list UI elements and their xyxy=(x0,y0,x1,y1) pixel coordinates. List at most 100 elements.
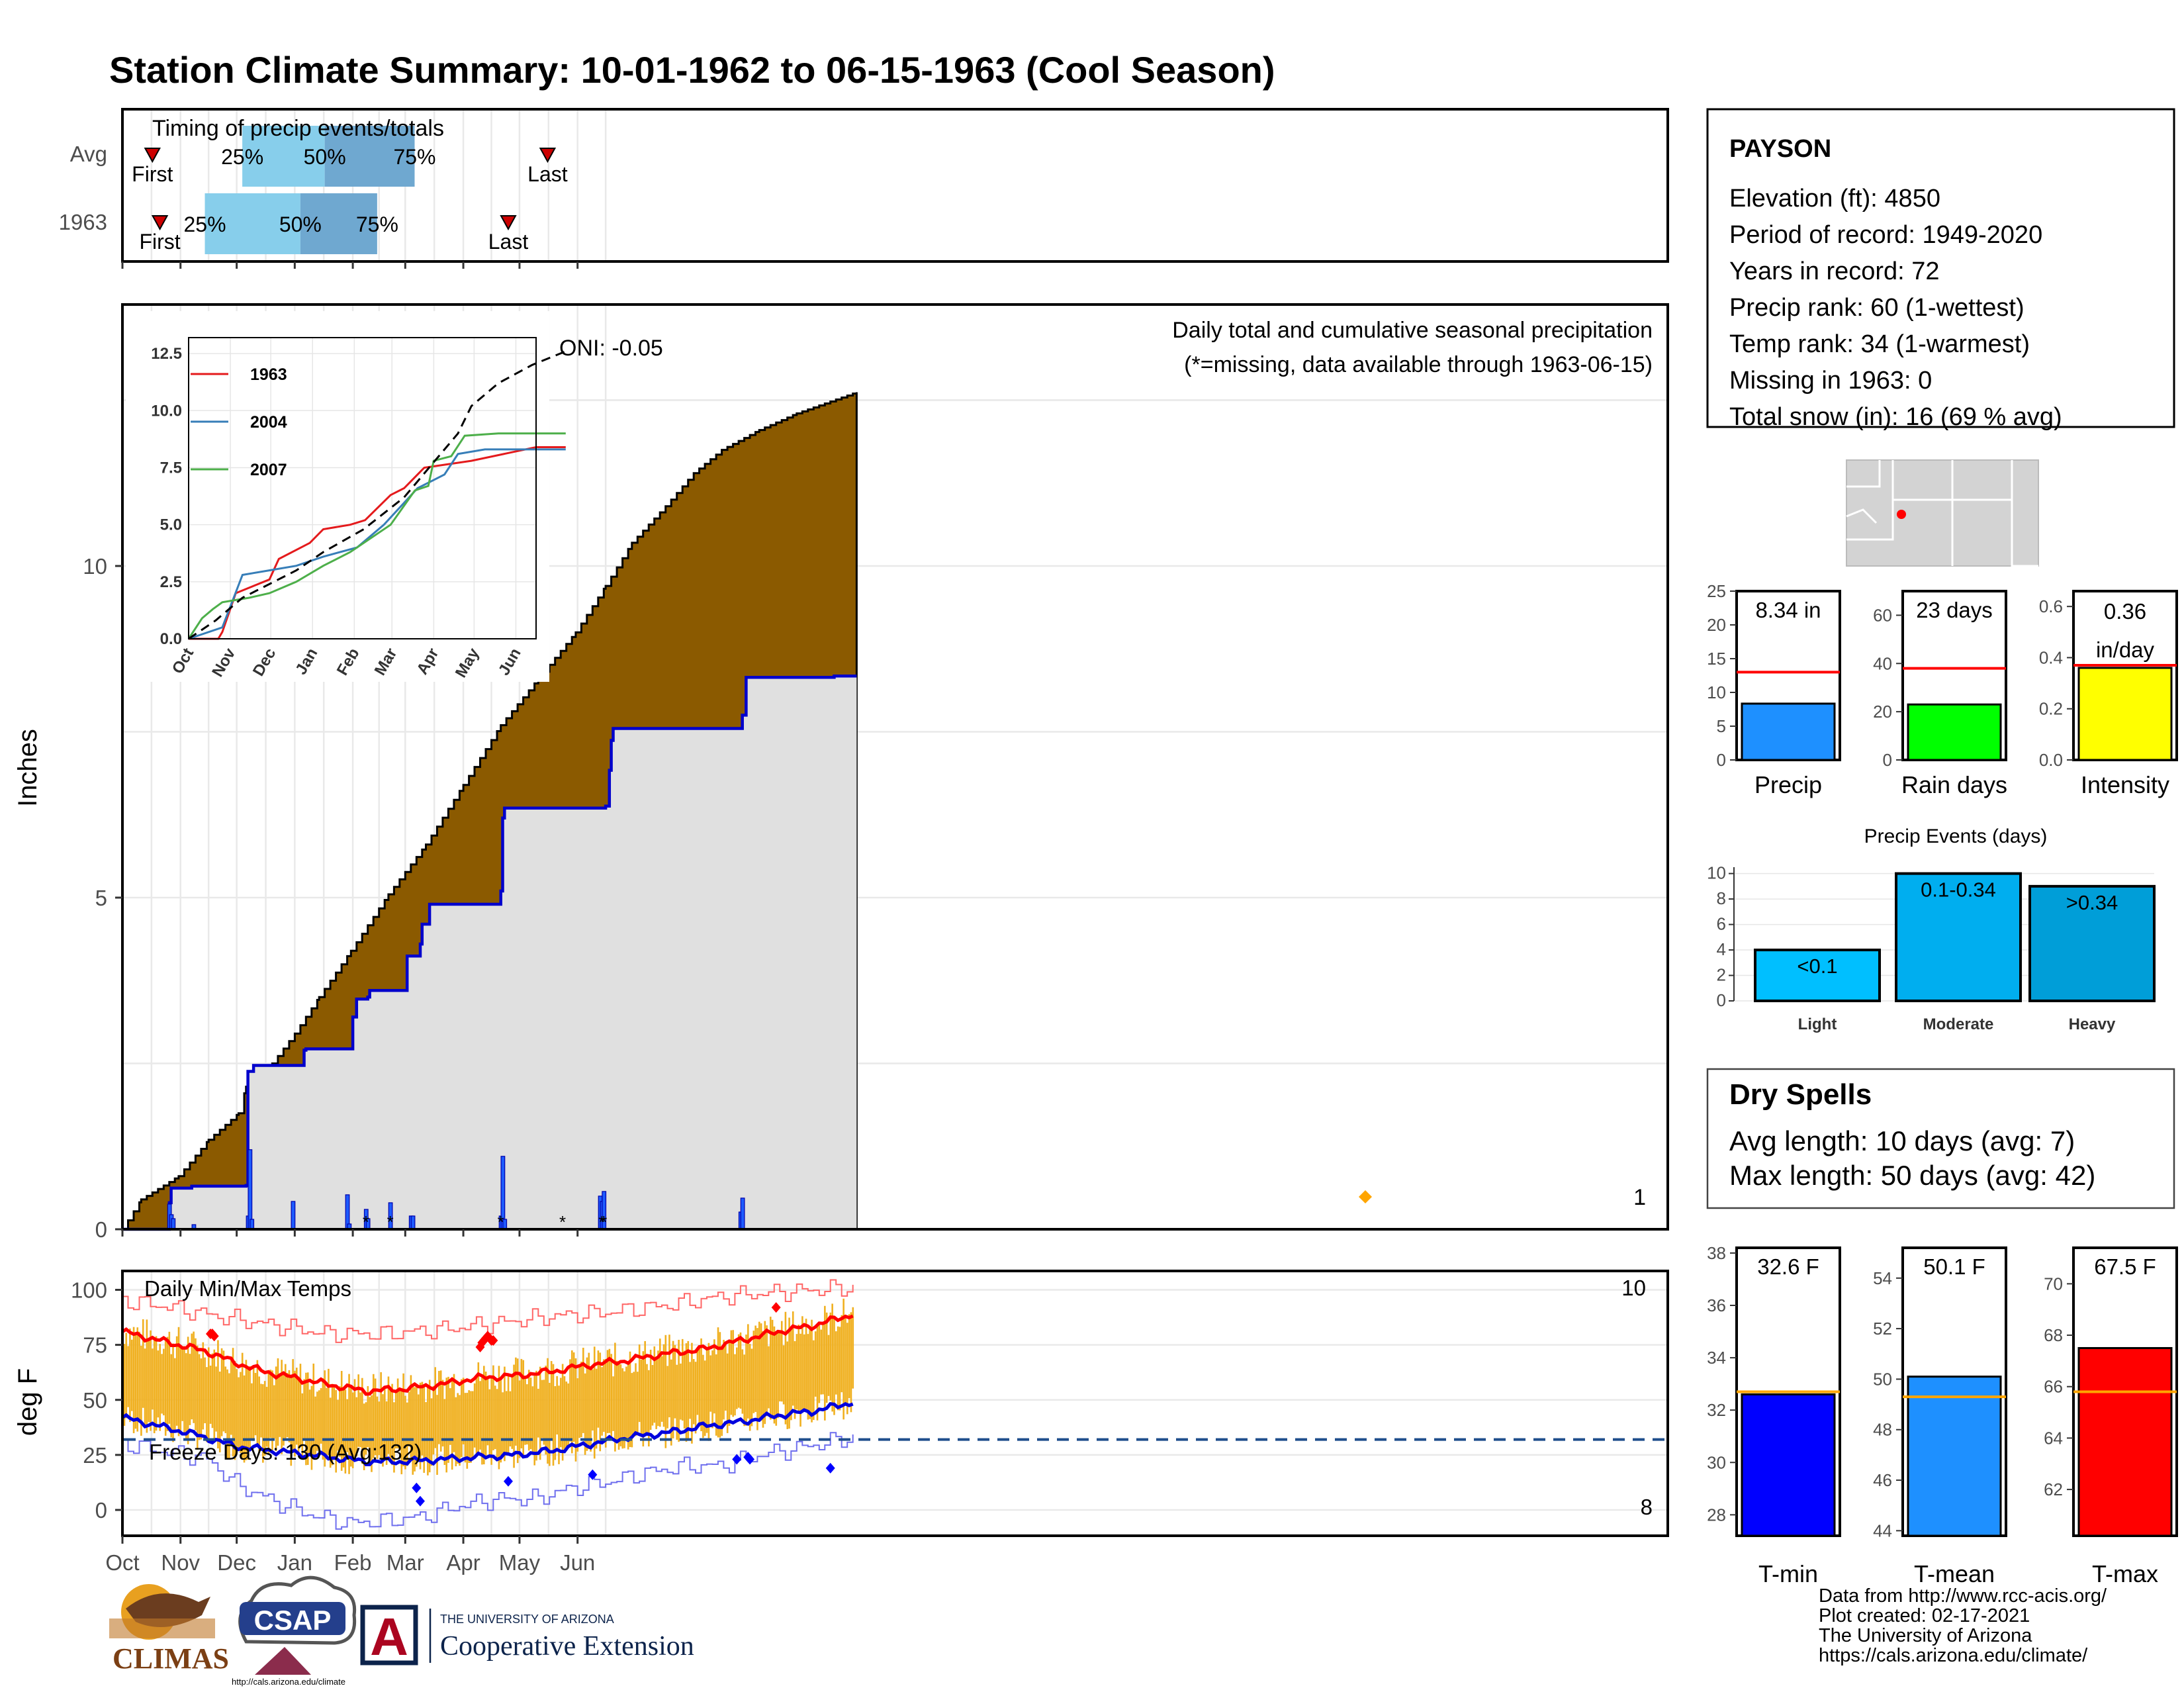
intensity-tick-label-1: 0.2 xyxy=(2039,699,2063,719)
daily-temp-bar-183 xyxy=(464,1393,467,1463)
month-label-dec: Dec xyxy=(217,1550,256,1575)
daily-temp-bar-159 xyxy=(419,1382,422,1470)
daily-temp-bar-146 xyxy=(394,1391,397,1449)
daily-temp-bar-289 xyxy=(662,1344,665,1427)
events-bar-moderate xyxy=(1895,872,2022,1002)
daily-temp-bar-193 xyxy=(482,1366,485,1465)
intensity-value-text: 0.36 xyxy=(2104,599,2146,624)
station-line-period: Period of record: 1949-2020 xyxy=(1729,221,2042,249)
daily-temp-bar-113 xyxy=(333,1387,336,1458)
daily-temp-bar-28 xyxy=(174,1358,176,1433)
daily-temp-bar-326 xyxy=(732,1330,734,1417)
daily-temp-bar-249 xyxy=(588,1352,590,1450)
season-cumulative-area xyxy=(122,676,857,1229)
events-tick-label-3: 6 xyxy=(1717,914,1726,934)
record-low-count: 8 xyxy=(1641,1495,1653,1519)
credit-line-url: https://cals.arizona.edu/climate/ xyxy=(1819,1645,2088,1666)
daily-temp-bar-335 xyxy=(749,1344,751,1431)
daily-temp-bar-9 xyxy=(138,1331,140,1422)
daily-temp-bar-303 xyxy=(689,1362,691,1419)
daily-temp-bar-224 xyxy=(541,1380,543,1438)
timing-panel: 25% 50% 75% First Last 25% 50% 75% First Last Tim… xyxy=(59,108,1669,269)
daily-temp-bar-62 xyxy=(238,1377,240,1451)
daily-temp-bar-194 xyxy=(484,1372,487,1459)
temp-y-ticks: 0 25 50 75 100 xyxy=(71,1278,122,1523)
daily-temp-bar-243 xyxy=(576,1378,579,1452)
daily-temp-bar-54 xyxy=(222,1350,225,1432)
inset-legend-label-2007: 2007 xyxy=(250,461,287,479)
daily-temp-bar-11 xyxy=(142,1319,144,1408)
daily-temp-bar-195 xyxy=(486,1377,489,1446)
daily-temp-bar-278 xyxy=(642,1351,645,1447)
daily-temp-bar-330 xyxy=(739,1332,742,1409)
daily-temp-bar-201 xyxy=(498,1366,500,1470)
daily-temp-bar-215 xyxy=(524,1377,526,1445)
daily-temp-bar-57 xyxy=(228,1373,230,1460)
record-low-marker-0 xyxy=(412,1482,422,1493)
station-box-border xyxy=(1706,108,2175,428)
daily-temp-bar-258 xyxy=(604,1358,607,1448)
daily-temp-bar-245 xyxy=(580,1361,582,1438)
daily-temp-bar-259 xyxy=(606,1350,609,1434)
record-high-marker-10 xyxy=(488,1335,498,1346)
daily-temp-bar-27 xyxy=(172,1343,174,1442)
month-label-feb: Feb xyxy=(334,1550,372,1575)
daily-temp-bar-169 xyxy=(438,1370,440,1444)
tmean-tick-label-0: 44 xyxy=(1873,1521,1892,1540)
daily-temp-bar-254 xyxy=(597,1350,600,1428)
tmax-tick-label-2: 66 xyxy=(2044,1377,2063,1397)
daily-temp-bar-48 xyxy=(211,1353,214,1429)
daily-temp-bar-111 xyxy=(329,1397,332,1468)
tmin-value-bar xyxy=(1741,1393,1836,1537)
daily-temp-bar-12 xyxy=(144,1348,146,1425)
daily-temp-bar-372 xyxy=(818,1323,821,1403)
daily-temp-bar-109 xyxy=(326,1387,328,1460)
daily-temp-bar-31 xyxy=(179,1345,182,1432)
daily-temp-bar-200 xyxy=(496,1389,498,1458)
daily-temp-bar-100 xyxy=(308,1389,311,1454)
daily-temp-bar-95 xyxy=(299,1364,302,1447)
daily-temp-bar-360 xyxy=(796,1334,798,1410)
daily-temp-bar-170 xyxy=(439,1370,442,1452)
precip-total-tick-label-4: 20 xyxy=(1707,615,1726,635)
tmean-tick-label-1: 46 xyxy=(1873,1470,1892,1490)
tmin-tick-label-4: 36 xyxy=(1707,1295,1726,1315)
timing-last-marker-0 xyxy=(539,148,557,164)
daily-temp-bar-361 xyxy=(797,1325,800,1413)
daily-precip-bar-6 xyxy=(250,1219,255,1230)
daily-temp-bar-86 xyxy=(283,1374,285,1446)
quartile-label-q50-1: 50% xyxy=(279,212,322,236)
daily-temp-bar-176 xyxy=(451,1377,453,1470)
intensity-value-bar xyxy=(2077,667,2173,761)
daily-temp-bar-231 xyxy=(554,1385,557,1460)
daily-temp-bar-133 xyxy=(371,1395,373,1472)
daily-temp-bar-196 xyxy=(488,1389,491,1457)
precip-orange-marker xyxy=(1359,1190,1372,1203)
precip-total-label: Precip xyxy=(1754,771,1822,798)
daily-temp-bar-37 xyxy=(191,1333,193,1420)
daily-temp-bar-253 xyxy=(595,1368,598,1449)
daily-temp-bar-132 xyxy=(369,1397,371,1466)
precip-panel-title: Daily total and cumulative seasonal prec… xyxy=(1172,318,1653,343)
daily-temp-bar-63 xyxy=(240,1372,242,1454)
daily-temp-bar-32 xyxy=(181,1346,183,1421)
daily-temp-bar-383 xyxy=(839,1327,841,1411)
daily-temp-bar-246 xyxy=(582,1347,584,1433)
daily-temp-bar-389 xyxy=(850,1312,852,1413)
daily-temp-bar-149 xyxy=(400,1389,403,1475)
daily-temp-bar-331 xyxy=(741,1349,744,1414)
daily-precip-bar-22 xyxy=(740,1197,745,1230)
daily-temp-bar-97 xyxy=(303,1379,305,1440)
daily-temp-bar-307 xyxy=(696,1350,699,1415)
snow-marker-4: * xyxy=(598,1212,605,1232)
daily-temp-bar-25 xyxy=(168,1331,171,1424)
daily-temp-bar-80 xyxy=(271,1370,273,1453)
rain-days-value-text: 23 days xyxy=(1916,598,1993,622)
daily-temp-bar-158 xyxy=(417,1394,420,1460)
quartile-bar-50-75-1 xyxy=(300,193,377,254)
daily-temp-bar-85 xyxy=(281,1360,283,1454)
daily-temp-bar-130 xyxy=(365,1402,367,1455)
daily-temp-bar-376 xyxy=(825,1312,828,1403)
month-label-nov: Nov xyxy=(161,1550,200,1575)
